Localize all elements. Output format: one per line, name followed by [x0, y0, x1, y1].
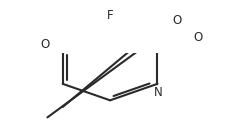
Text: N: N: [154, 86, 163, 99]
Text: O: O: [172, 14, 181, 27]
Text: O: O: [40, 38, 50, 51]
Text: F: F: [107, 9, 114, 22]
Text: O: O: [194, 31, 203, 44]
